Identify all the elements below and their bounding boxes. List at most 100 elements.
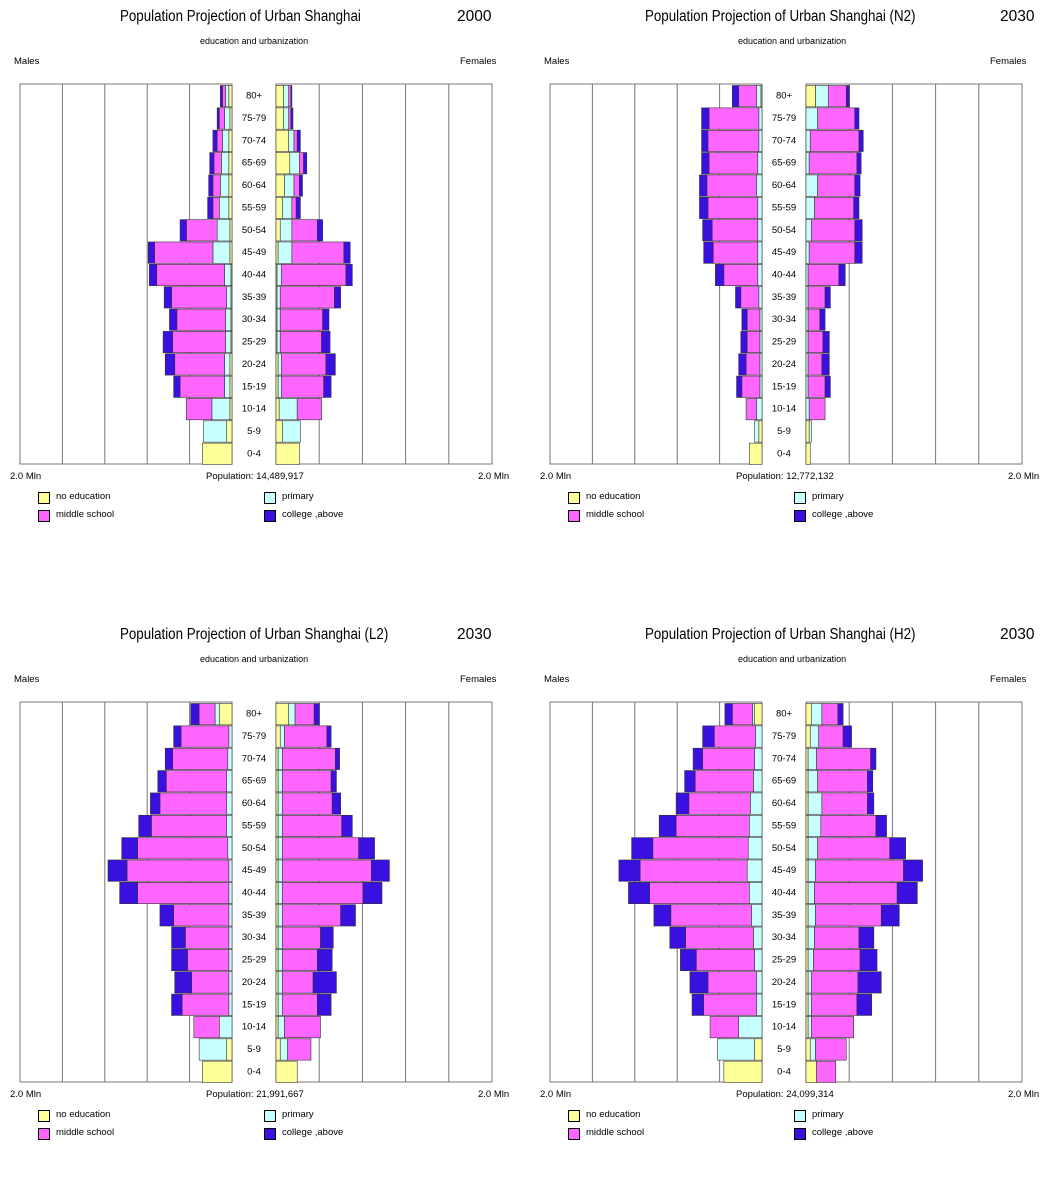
bar-male-primary-35-39 (758, 286, 763, 309)
legend-label: no education (586, 1109, 641, 1120)
bar-female-no-education-60-64 (805, 792, 809, 815)
age-label-25-29: 25-29 (242, 337, 266, 348)
bar-female-no-education-55-59 (275, 814, 279, 837)
bar-female-middle-school-30-34 (814, 926, 860, 949)
bar-female-no-education-5-9 (805, 420, 810, 443)
bar-female-no-education-75-79 (275, 725, 281, 748)
bar-female-no-education-80+ (805, 703, 812, 726)
age-label-35-39: 35-39 (242, 292, 266, 303)
bar-female-no-education-20-24 (805, 971, 809, 994)
age-label-55-59: 55-59 (242, 202, 266, 213)
bar-male-college-above-35-39 (735, 286, 742, 309)
bar-male-primary-35-39 (228, 904, 233, 927)
population-value: 24,099,314 (786, 1089, 834, 1100)
bar-female-middle-school-50-54 (810, 219, 856, 242)
bar-female-middle-school-40-44 (814, 882, 898, 904)
bar-male-college-above-20-24 (174, 971, 193, 994)
age-label-15-19: 15-19 (242, 381, 266, 392)
bar-male-no-education-80+ (218, 703, 233, 726)
bar-female-college-above-65-69 (856, 152, 862, 175)
bar-male-college-above-30-34 (669, 926, 686, 949)
age-label-25-29: 25-29 (772, 337, 796, 348)
age-label-60-64: 60-64 (772, 798, 796, 809)
bar-female-middle-school-25-29 (282, 949, 318, 972)
age-label-60-64: 60-64 (242, 180, 266, 191)
age-label-45-49: 45-49 (772, 247, 796, 258)
age-label-35-39: 35-39 (772, 292, 796, 303)
bar-female-middle-school-70-74 (816, 747, 871, 770)
age-label-20-24: 20-24 (242, 977, 266, 988)
bar-male-college-above-50-54 (121, 837, 138, 860)
bar-female-middle-school-35-39 (807, 286, 826, 309)
bar-male-primary-75-79 (758, 107, 763, 130)
bar-male-middle-school-50-54 (137, 837, 229, 860)
bar-male-middle-school-60-64 (688, 792, 751, 815)
bar-female-primary-80+ (283, 85, 290, 108)
legend-label: middle school (56, 509, 115, 520)
bar-male-no-education-75-79 (229, 107, 233, 130)
bar-female-middle-school-65-69 (808, 152, 858, 175)
bar-male-college-above-40-44 (628, 882, 650, 904)
bar-male-college-above-65-69 (701, 152, 710, 175)
population-value: 14,489,917 (256, 471, 304, 482)
legend-swatch (38, 492, 50, 504)
bar-female-no-education-50-54 (805, 837, 809, 860)
bar-female-middle-school-10-14 (810, 1016, 854, 1039)
scale-left-label: 2.0 Mln (540, 1089, 572, 1100)
bar-female-primary-75-79 (809, 725, 820, 748)
age-label-20-24: 20-24 (772, 977, 796, 988)
age-label-15-19: 15-19 (772, 999, 796, 1010)
bar-female-no-education-25-29 (275, 949, 279, 972)
bar-male-college-above-60-64 (150, 792, 161, 815)
legend-label: primary (282, 1109, 314, 1120)
bar-female-no-education-45-49 (275, 859, 279, 882)
bar-male-college-above-80+ (724, 703, 733, 726)
bar-female-college-above-65-69 (867, 770, 874, 793)
bar-male-primary-55-59 (748, 814, 763, 837)
bar-female-no-education-10-14 (275, 1016, 279, 1039)
bar-male-middle-school-55-59 (151, 814, 228, 837)
bar-female-no-education-10-14 (805, 1016, 809, 1039)
legend-swatch (794, 492, 806, 504)
bar-female-primary-70-74 (805, 129, 811, 152)
age-label-65-69: 65-69 (242, 158, 266, 169)
bar-male-primary-30-34 (225, 308, 232, 331)
age-label-25-29: 25-29 (242, 955, 266, 966)
age-label-15-19: 15-19 (772, 381, 796, 392)
bar-female-college-above-35-39 (340, 904, 356, 927)
bar-female-middle-school-15-19 (810, 993, 858, 1016)
bar-female-college-above-75-79 (854, 107, 860, 130)
bar-male-middle-school-20-24 (707, 971, 758, 994)
bar-female-college-above-35-39 (824, 286, 831, 309)
bar-female-middle-school-75-79 (817, 107, 856, 130)
bar-male-middle-school-75-79 (218, 107, 225, 130)
bar-male-middle-school-65-69 (708, 152, 759, 175)
bar-female-college-above-40-44 (838, 264, 846, 286)
population-prefix: Population: (736, 1089, 784, 1100)
bar-male-primary-25-29 (228, 949, 233, 972)
bar-female-middle-school-30-34 (807, 308, 821, 331)
bar-male-college-above-60-64 (675, 792, 690, 815)
bar-male-college-above-55-59 (699, 196, 709, 219)
age-label-30-34: 30-34 (772, 314, 796, 325)
bar-female-primary-60-64 (277, 792, 283, 815)
bar-female-primary-60-64 (805, 174, 818, 197)
bar-female-primary-5-9 (808, 420, 812, 443)
bar-female-middle-school-40-44 (282, 882, 364, 904)
bar-male-primary-50-54 (227, 837, 233, 860)
bar-female-college-above-65-69 (303, 152, 308, 175)
bar-male-middle-school-80+ (738, 85, 757, 108)
bar-female-college-above-60-64 (299, 174, 303, 197)
bar-female-primary-65-69 (807, 770, 818, 793)
bar-female-primary-75-79 (279, 725, 285, 748)
bar-male-primary-65-69 (226, 770, 233, 793)
bar-male-primary-45-49 (212, 241, 231, 264)
bar-female-middle-school-5-9 (815, 1038, 847, 1061)
pyramid-svg: 80+ 75-79 70-74 65-69 60-64 55-59 50-54 45-49 40… (19, 83, 493, 465)
bar-female-college-above-55-59 (341, 814, 353, 837)
bar-male-college-above-40-44 (119, 882, 138, 904)
bar-female-middle-school-15-19 (807, 375, 826, 398)
pyramid-panel-3: Population Projection of Urban Shanghai … (530, 618, 1047, 1187)
bar-male-middle-school-25-29 (746, 331, 761, 354)
pyramid-panel-0: Population Projection of Urban Shanghai 2… (0, 0, 523, 569)
